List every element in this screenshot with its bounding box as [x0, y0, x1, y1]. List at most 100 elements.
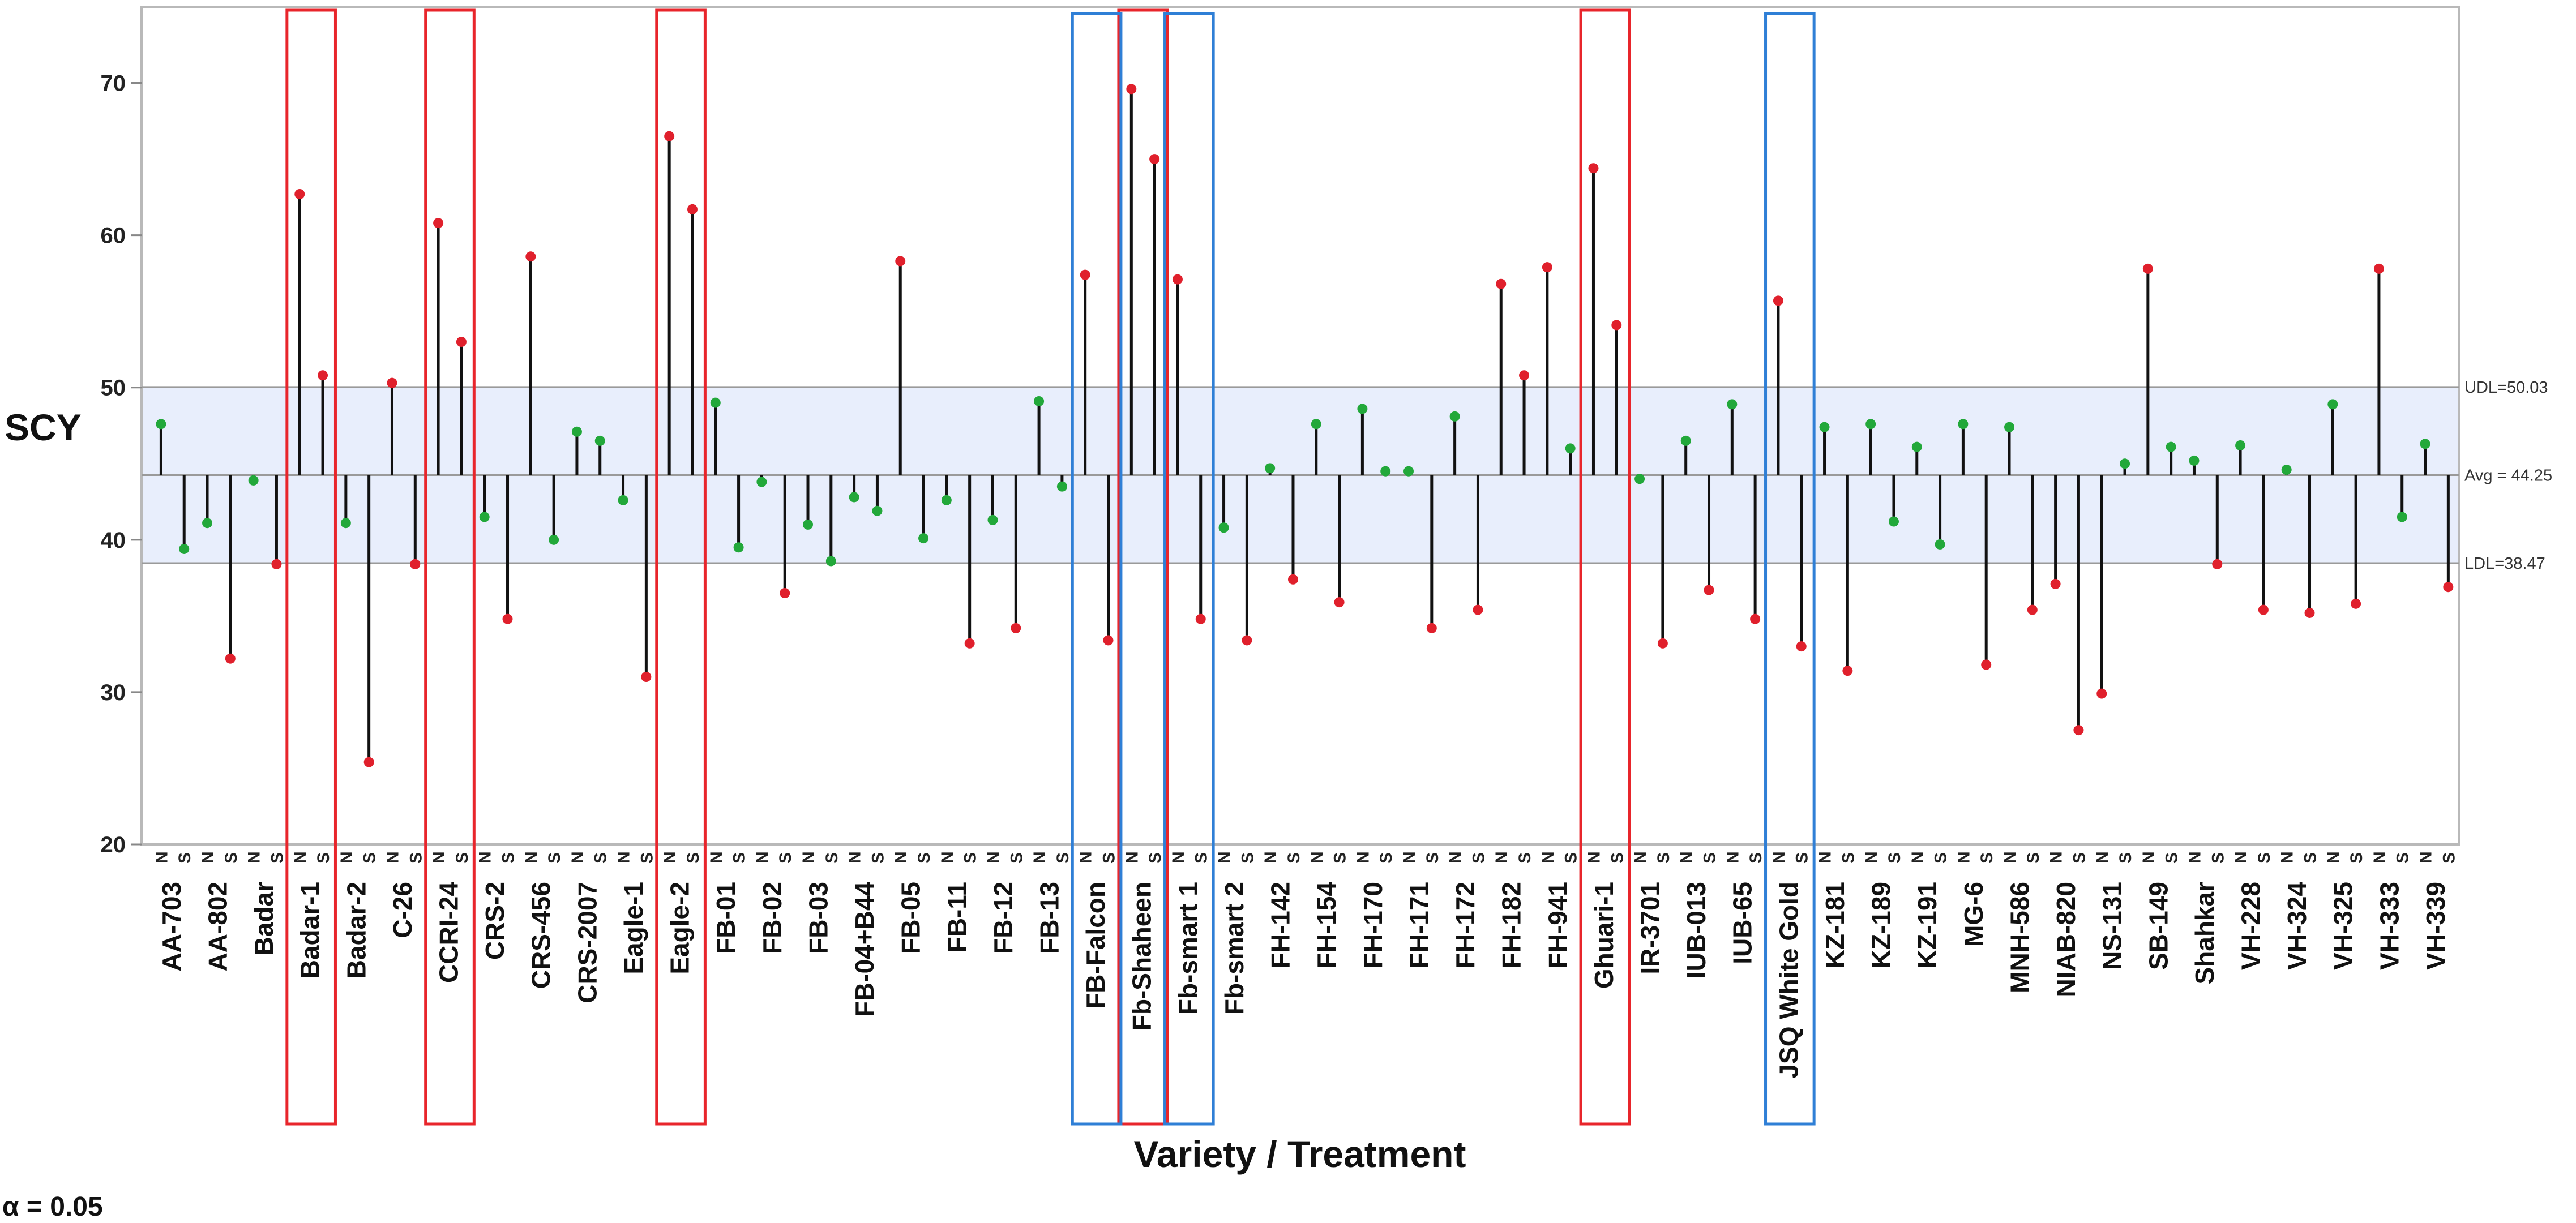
treatment-tick-label: N: [152, 851, 171, 864]
treatment-tick-label: N: [799, 851, 818, 864]
treatment-tick-label: N: [1123, 851, 1141, 864]
treatment-tick-label: S: [1007, 852, 1026, 864]
data-point: [2258, 604, 2269, 615]
data-point: [918, 533, 929, 544]
treatment-tick-label: N: [1216, 851, 1234, 864]
variety-tick-label: FH-142: [1266, 882, 1295, 968]
treatment-tick-label: N: [430, 851, 448, 864]
treatment-tick-label: S: [1238, 852, 1257, 864]
treatment-tick-label: N: [291, 851, 310, 864]
data-point: [2096, 688, 2107, 699]
treatment-tick-label: S: [1978, 852, 1996, 864]
data-point: [825, 556, 836, 567]
variety-tick-label: VH-333: [2374, 882, 2404, 970]
variety-tick-label: FB-03: [803, 882, 833, 954]
variety-tick-label: IUB-013: [1681, 882, 1711, 979]
data-point: [456, 337, 467, 347]
data-point: [1611, 320, 1622, 331]
data-point: [664, 131, 675, 141]
data-point: [1449, 411, 1460, 422]
data-point: [1056, 481, 1067, 492]
treatment-tick-label: S: [2116, 852, 2135, 864]
variety-tick-label: Badar-2: [341, 882, 371, 979]
treatment-tick-label: N: [2001, 851, 2019, 864]
data-point: [2304, 607, 2315, 618]
y-tick-label: 70: [101, 71, 126, 96]
needles: [159, 89, 2450, 762]
treatment-tick-label: N: [1770, 851, 1788, 864]
data-point: [1149, 154, 1160, 165]
treatment-tick-label: N: [1077, 851, 1096, 864]
treatment-tick-label: N: [938, 851, 957, 864]
treatment-tick-label: N: [1862, 851, 1881, 864]
treatment-tick-label: S: [1100, 852, 1119, 864]
highlight-box-red: [424, 8, 476, 1126]
treatment-tick-label: N: [2139, 851, 2158, 864]
treatment-tick-label: S: [2394, 852, 2412, 864]
data-point: [549, 534, 559, 545]
data-point: [1172, 274, 1183, 285]
variety-tick-label: MNH-586: [2005, 882, 2034, 993]
data-point: [2004, 422, 2015, 432]
data-point: [1727, 399, 1738, 410]
data-point: [1311, 419, 1321, 430]
treatment-tick-label: N: [1447, 851, 1465, 864]
variety-tick-label: FH-170: [1358, 882, 1388, 968]
treatment-tick-label: S: [1516, 852, 1534, 864]
treatment-tick-label: N: [1030, 851, 1049, 864]
treatment-tick-label: S: [499, 852, 518, 864]
data-point: [2281, 465, 2292, 475]
data-point: [1704, 585, 1714, 595]
data-point: [571, 426, 582, 437]
treatment-tick-label: N: [2370, 851, 2389, 864]
treatment-tick-label: N: [1169, 851, 1188, 864]
variety-tick-label: NIAB-820: [2051, 882, 2081, 998]
variety-tick-label: C-26: [388, 882, 417, 938]
variety-tick-label: FH-171: [1404, 882, 1434, 968]
highlight-box-blue: [1071, 12, 1123, 1126]
variety-tick-label: KZ-191: [1912, 882, 1942, 968]
data-point: [2235, 440, 2246, 450]
data-point: [2327, 399, 2338, 410]
data-point: [479, 512, 490, 522]
variety-tick-label: FH-154: [1312, 882, 1341, 969]
data-point: [1034, 396, 1045, 406]
treatment-tick-label: N: [522, 851, 541, 864]
treatment-tick-label: S: [2163, 852, 2181, 864]
variety-tick-label: Ghuari-1: [1589, 882, 1619, 989]
y-axis: 20 30 40 50 60 70: [101, 71, 142, 857]
points: [156, 84, 2454, 767]
variety-tick-label: Shahkar: [2190, 882, 2219, 985]
treatment-tick-label: N: [2232, 851, 2250, 864]
data-point: [1750, 613, 1761, 624]
variety-tick-label: CRS-2007: [572, 882, 602, 1003]
data-point: [1080, 269, 1090, 280]
treatment-tick-label: N: [199, 851, 217, 864]
treatment-tick-label: S: [1377, 852, 1396, 864]
treatment-tick-label: S: [1562, 852, 1581, 864]
data-point: [1958, 419, 1969, 430]
data-point: [225, 653, 236, 664]
ldl-label: LDL=38.47: [2464, 555, 2545, 573]
treatment-tick-label: S: [268, 852, 286, 864]
data-point: [2443, 582, 2454, 593]
treatment-tick-label: S: [2347, 852, 2366, 864]
avg-label: Avg = 44.25: [2464, 466, 2552, 484]
data-point: [895, 256, 906, 267]
treatment-tick-label: S: [2209, 852, 2227, 864]
data-point: [2166, 441, 2176, 452]
treatment-tick-label: S: [1608, 852, 1627, 864]
treatment-tick-label: S: [361, 852, 379, 864]
data-point: [2120, 458, 2130, 469]
treatment-tick-label: N: [1678, 851, 1696, 864]
udl-label: UDL=50.03: [2464, 379, 2548, 397]
data-point: [1242, 635, 1252, 646]
data-point: [1403, 466, 1414, 477]
variety-tick-labels: AA-703 AA-802 Badar Badar-1 Badar-2 C-26 CCRI-…: [157, 882, 2450, 1079]
data-point: [641, 672, 652, 682]
y-tick-label: 30: [101, 680, 126, 705]
treatment-tick-label: S: [776, 852, 795, 864]
variety-tick-label: VH-339: [2421, 882, 2450, 970]
treatment-tick-label: S: [592, 852, 610, 864]
